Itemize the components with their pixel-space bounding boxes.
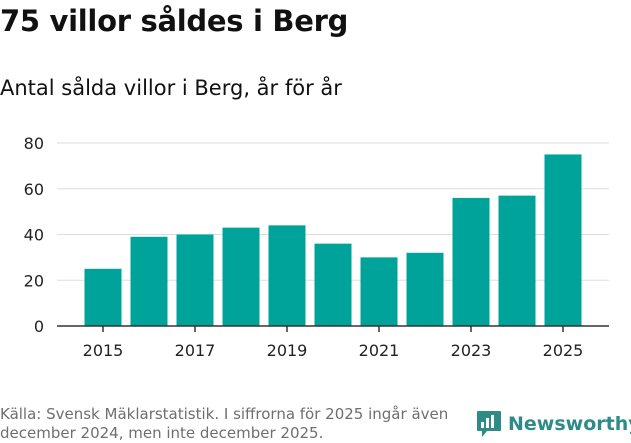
y-tick-label: 40 bbox=[24, 226, 44, 245]
x-axis-ticks: 2015 2017 2019 2021 2023 2025 bbox=[83, 326, 584, 360]
chart-subtitle: Antal sålda villor i Berg, år för år bbox=[0, 76, 342, 100]
bar-2022 bbox=[406, 252, 444, 326]
y-tick-label: 0 bbox=[34, 317, 44, 336]
bar-2024 bbox=[498, 195, 536, 326]
brand: Newsworthy bbox=[476, 409, 631, 439]
y-tick-label: 60 bbox=[24, 180, 44, 199]
bar-2025 bbox=[544, 154, 582, 326]
chart-title: 75 villor såldes i Berg bbox=[0, 4, 349, 38]
y-tick-label: 80 bbox=[24, 134, 44, 153]
bars bbox=[84, 154, 582, 326]
x-tick-label: 2023 bbox=[451, 341, 492, 360]
bar-chart: 0 20 40 60 80 2015 2017 2019 2021 2023 2025 bbox=[24, 134, 609, 360]
bar-2023 bbox=[452, 197, 490, 326]
y-tick-label: 20 bbox=[24, 271, 44, 290]
y-axis-ticks: 0 20 40 60 80 bbox=[24, 134, 44, 336]
bar-2019 bbox=[268, 225, 306, 326]
bar-2018 bbox=[222, 227, 260, 326]
newsworthy-logo-icon bbox=[477, 411, 501, 437]
x-tick-label: 2015 bbox=[83, 341, 124, 360]
source-note: Källa: Svensk Mäklarstatistik. I siffror… bbox=[0, 405, 449, 442]
x-tick-label: 2017 bbox=[175, 341, 216, 360]
bar-2016 bbox=[130, 236, 168, 326]
bar-2017 bbox=[176, 234, 214, 326]
x-tick-label: 2021 bbox=[359, 341, 400, 360]
bar-2020 bbox=[314, 243, 352, 326]
bar-2015 bbox=[84, 268, 122, 326]
x-tick-label: 2025 bbox=[543, 341, 584, 360]
brand-name: Newsworthy bbox=[508, 413, 631, 435]
x-tick-label: 2019 bbox=[267, 341, 308, 360]
bar-2021 bbox=[360, 257, 398, 326]
